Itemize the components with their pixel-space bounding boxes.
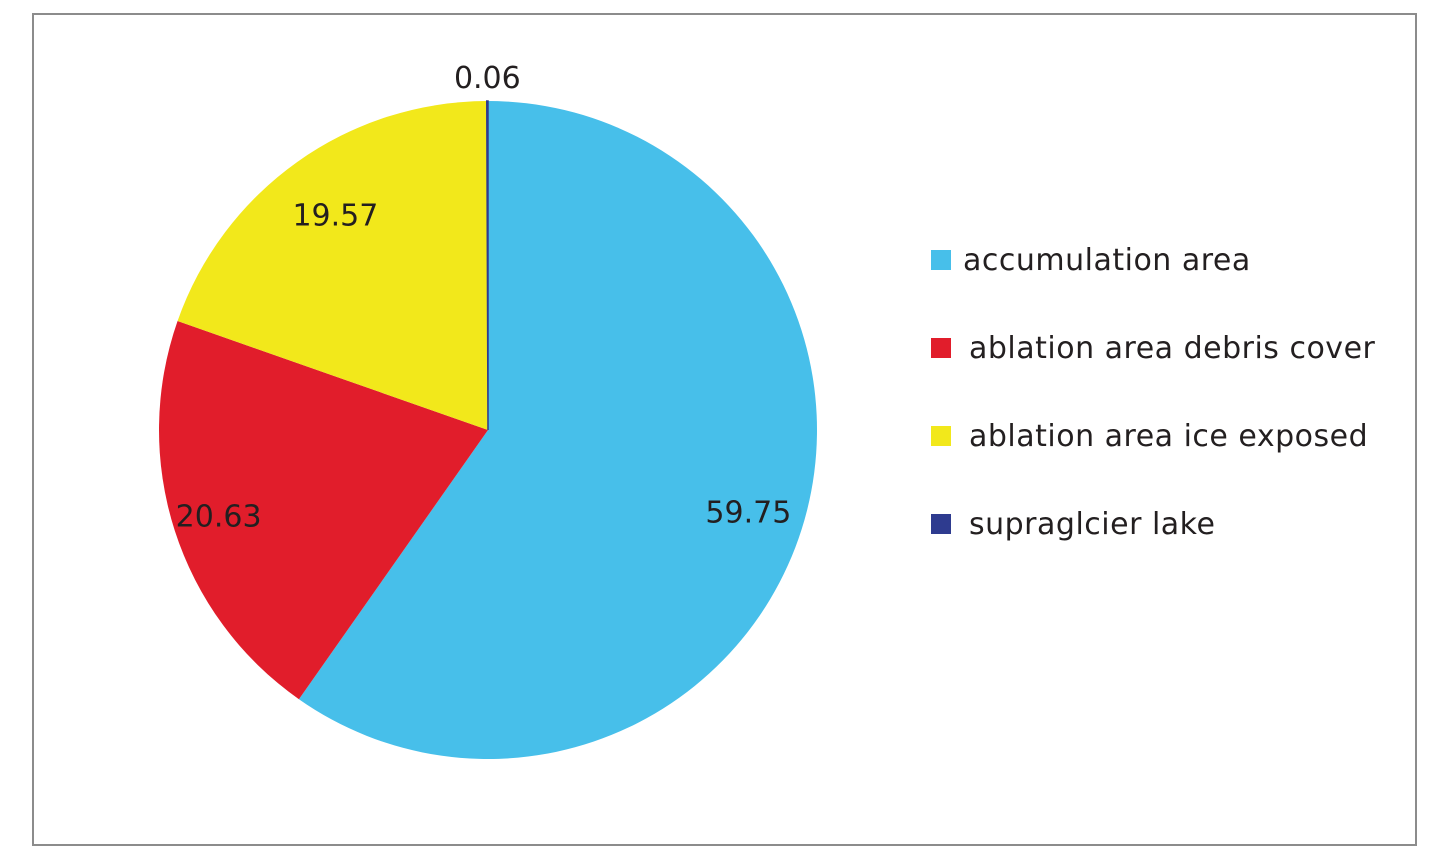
pie-slice-ablation-area-ice-exposed (177, 101, 488, 431)
legend-label: accumulation area (963, 242, 1251, 278)
pie-slice-accumulation-area (298, 101, 817, 759)
legend-item-supraglcier-lake: supraglcier lake (931, 502, 1375, 546)
legend-label: ablation area debris cover (969, 330, 1376, 366)
legend-label: supraglcier lake (969, 506, 1216, 542)
pie-slice-ablation-area-debris-cover (159, 321, 489, 700)
legend-item-accumulation-area: accumulation area (931, 238, 1375, 282)
data-label-accumulation-area: 59.75 (705, 495, 791, 530)
legend-item-ablation-area-debris-cover: ablation area debris cover (931, 326, 1375, 370)
legend-label: ablation area ice exposed (969, 418, 1369, 454)
data-label-ablation-area-debris-cover: 20.63 (176, 499, 262, 534)
data-label-supraglcier-lake: 0.06 (454, 61, 521, 96)
legend: accumulation area ablation area debris c… (931, 238, 1375, 590)
legend-swatch (931, 338, 951, 358)
pie-data-labels: 59.75 20.63 19.57 0.06 (176, 61, 792, 534)
legend-swatch (931, 250, 951, 270)
pie-slices (159, 100, 817, 759)
legend-item-ablation-area-ice-exposed: ablation area ice exposed (931, 414, 1375, 458)
data-label-ablation-area-ice-exposed: 19.57 (292, 199, 378, 234)
pie-slice-supraglcier-lake (486, 100, 489, 431)
legend-swatch (931, 514, 951, 534)
legend-swatch (931, 426, 951, 446)
